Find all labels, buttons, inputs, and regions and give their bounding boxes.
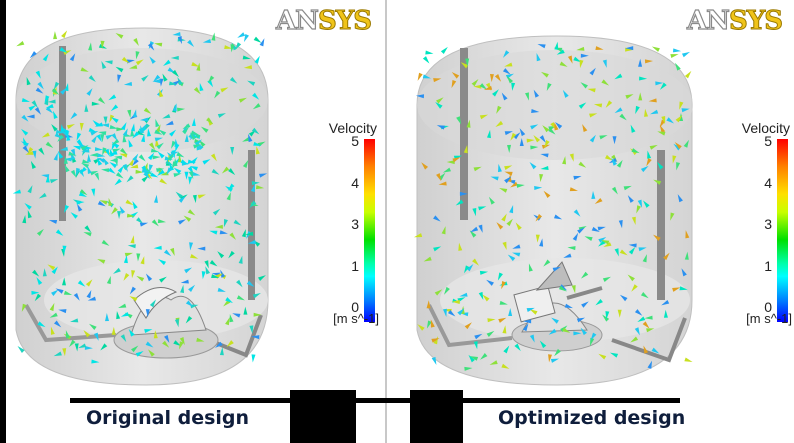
legend-tick: 3	[351, 216, 359, 232]
ansys-logo: ANSYS	[686, 5, 783, 36]
legend-tick: 5	[764, 133, 772, 149]
legend-tick: 4	[351, 175, 359, 191]
legend-colorbar	[777, 139, 788, 322]
ansys-logo: ANSYS	[275, 5, 372, 36]
tank-visualization-optimized	[413, 35, 693, 386]
panel-divider	[385, 0, 387, 443]
caption-optimized: Optimized design	[498, 407, 686, 429]
baffle	[59, 46, 66, 221]
legend-tick: 4	[764, 175, 772, 191]
legend-title: Velocity	[741, 120, 790, 136]
redaction-block	[410, 390, 463, 443]
legend-colorbar	[364, 139, 375, 322]
panel-original: ANSYS Velocity 5 4 3 1 0 [m s^-1]	[6, 0, 385, 400]
redaction-block	[290, 390, 356, 443]
legend-tick: 5	[351, 133, 359, 149]
legend-tick: 1	[351, 258, 359, 274]
legend-tick: 3	[764, 216, 772, 232]
legend-tick: 1	[764, 258, 772, 274]
tank-visualization-original	[12, 27, 269, 386]
velocity-vectors	[12, 30, 268, 364]
velocity-legend: Velocity 5 4 3 1 0 [m s^-1]	[724, 120, 794, 330]
legend-tick: 0	[764, 299, 772, 315]
left-edge-bar	[0, 0, 6, 443]
legend-unit: [m s^-1]	[333, 311, 379, 326]
legend-unit: [m s^-1]	[746, 311, 792, 326]
caption-separator-line	[70, 398, 680, 403]
legend-tick: 0	[351, 299, 359, 315]
caption-original: Original design	[86, 407, 250, 429]
panel-optimized: ANSYS Velocity 5 4 3 1 0 [m s^-1]	[387, 0, 794, 400]
velocity-legend: Velocity 5 4 3 1 0 [m s^-1]	[311, 120, 381, 330]
baffle	[248, 150, 255, 300]
legend-title: Velocity	[328, 120, 377, 136]
